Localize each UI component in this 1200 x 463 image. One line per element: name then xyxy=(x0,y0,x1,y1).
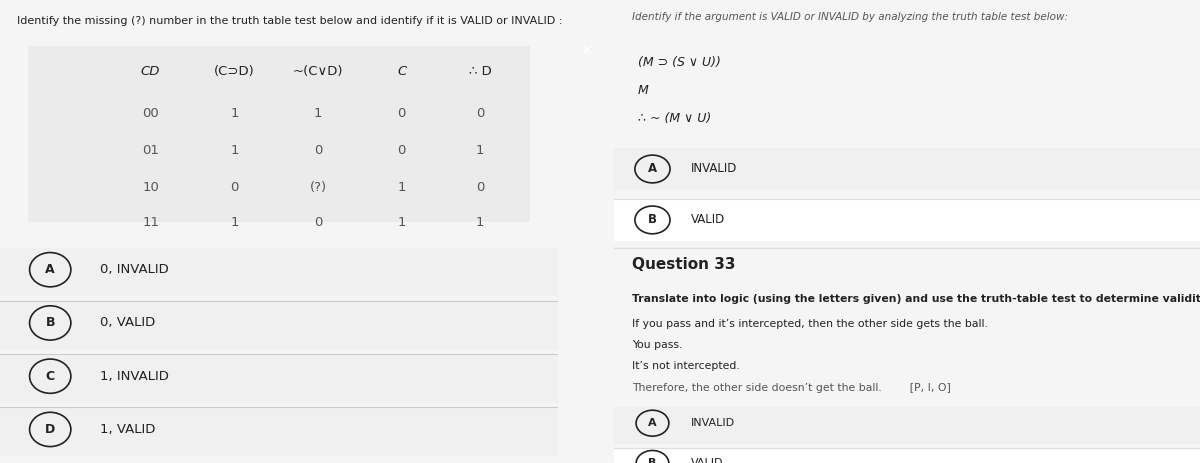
Text: Identify if the argument is VALID or INVALID by analyzing the truth table test b: Identify if the argument is VALID or INV… xyxy=(632,12,1068,22)
Text: 1: 1 xyxy=(230,107,239,120)
Text: If you pass and it’s intercepted, then the other side gets the ball.: If you pass and it’s intercepted, then t… xyxy=(632,319,988,329)
Text: 1: 1 xyxy=(230,216,239,229)
Text: CD: CD xyxy=(140,65,161,78)
Text: M: M xyxy=(638,84,648,97)
Text: 0: 0 xyxy=(397,107,406,120)
Text: A: A xyxy=(648,163,658,175)
Text: 10: 10 xyxy=(143,181,160,194)
Text: You pass.: You pass. xyxy=(632,340,683,350)
FancyBboxPatch shape xyxy=(614,407,1200,444)
Text: 00: 00 xyxy=(143,107,160,120)
Text: It’s not intercepted.: It’s not intercepted. xyxy=(632,361,739,371)
Text: A: A xyxy=(648,418,656,428)
Text: 0, INVALID: 0, INVALID xyxy=(101,263,169,276)
Text: ~(C∨D): ~(C∨D) xyxy=(293,65,343,78)
Text: Translate into logic (using the letters given) and use the truth-table test to d: Translate into logic (using the letters … xyxy=(632,294,1200,304)
Text: 1: 1 xyxy=(314,107,323,120)
Text: 11: 11 xyxy=(142,216,160,229)
FancyBboxPatch shape xyxy=(0,301,558,350)
Text: 0: 0 xyxy=(397,144,406,157)
FancyBboxPatch shape xyxy=(0,407,558,456)
Text: 0: 0 xyxy=(230,181,239,194)
Text: B: B xyxy=(648,458,656,463)
Text: B: B xyxy=(648,213,656,226)
Text: 0, VALID: 0, VALID xyxy=(101,316,156,330)
Text: (M ⊃ (S ∨ U)): (M ⊃ (S ∨ U)) xyxy=(638,56,721,69)
Text: (?): (?) xyxy=(310,181,326,194)
Text: 1: 1 xyxy=(397,216,406,229)
Text: D: D xyxy=(46,423,55,436)
Text: ✕: ✕ xyxy=(580,44,593,58)
Text: VALID: VALID xyxy=(690,213,725,226)
Text: 0: 0 xyxy=(314,144,323,157)
Text: 1: 1 xyxy=(230,144,239,157)
Text: 0: 0 xyxy=(475,107,484,120)
Text: 1: 1 xyxy=(397,181,406,194)
Text: (C⊃D): (C⊃D) xyxy=(214,65,254,78)
Text: C: C xyxy=(397,65,407,78)
Text: 0: 0 xyxy=(475,181,484,194)
FancyBboxPatch shape xyxy=(614,199,1200,241)
FancyBboxPatch shape xyxy=(0,354,558,403)
Text: 0: 0 xyxy=(314,216,323,229)
FancyBboxPatch shape xyxy=(0,248,558,296)
Text: B: B xyxy=(46,316,55,330)
Text: C: C xyxy=(46,369,55,383)
Text: INVALID: INVALID xyxy=(690,418,734,428)
Text: 1: 1 xyxy=(475,216,484,229)
Text: ∴ ~ (M ∨ U): ∴ ~ (M ∨ U) xyxy=(638,112,712,125)
Text: Question 33: Question 33 xyxy=(632,257,736,272)
Text: A: A xyxy=(46,263,55,276)
Text: 01: 01 xyxy=(143,144,160,157)
Text: 1: 1 xyxy=(475,144,484,157)
Text: Identify the missing (?) number in the truth table test below and identify if it: Identify the missing (?) number in the t… xyxy=(17,16,562,26)
Text: VALID: VALID xyxy=(690,458,724,463)
FancyBboxPatch shape xyxy=(614,448,1200,463)
Text: ∴ D: ∴ D xyxy=(468,65,491,78)
FancyBboxPatch shape xyxy=(614,148,1200,190)
FancyBboxPatch shape xyxy=(28,46,530,222)
Text: Therefore, the other side doesn’t get the ball.        [P, I, O]: Therefore, the other side doesn’t get th… xyxy=(632,383,950,393)
Text: 1, INVALID: 1, INVALID xyxy=(101,369,169,383)
Text: 1, VALID: 1, VALID xyxy=(101,423,156,436)
Text: INVALID: INVALID xyxy=(690,163,737,175)
